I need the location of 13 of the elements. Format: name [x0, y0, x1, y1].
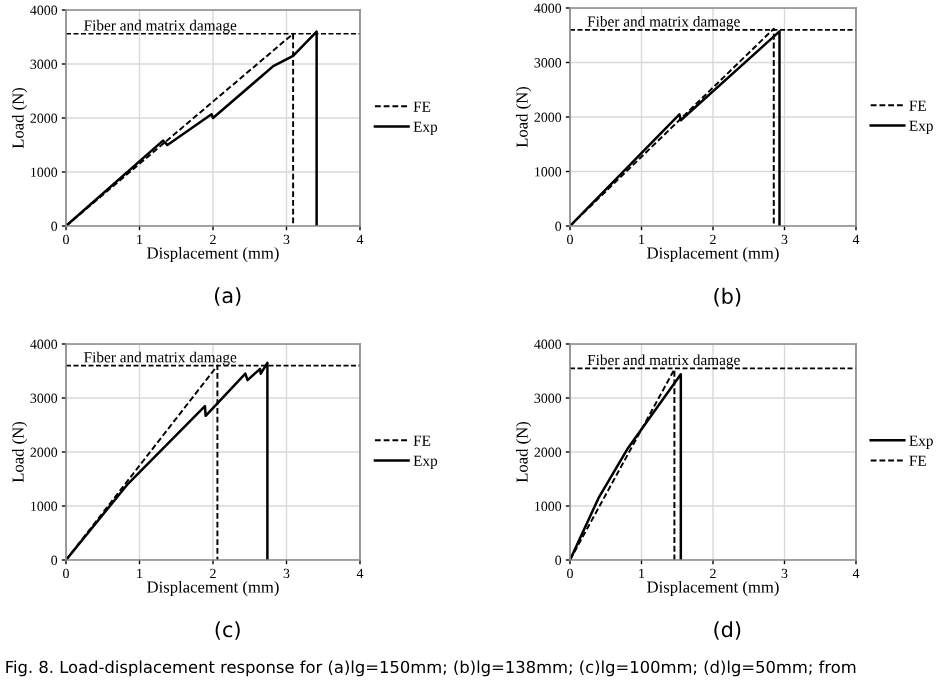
x-axis-title: Displacement (mm): [147, 246, 279, 263]
text: (d): [714, 621, 741, 640]
x-axis-title: Displacement (mm): [147, 580, 279, 597]
y-axis-title: Load (N): [12, 87, 28, 149]
y-axis-title: Load (N): [516, 421, 532, 483]
text: (b): [714, 287, 741, 307]
x-axis-title: Displacement (mm): [647, 580, 779, 597]
text: (a): [214, 287, 241, 306]
y-axis-title: Load (N): [516, 86, 532, 148]
caption: Fig. 8. Load-displacement response for (a)lg=150mm; (b)lg=138mm; (c)lg=100mm; (d)lg=50mm; from: [6, 660, 856, 677]
x-axis-title: Displacement (mm): [647, 246, 779, 263]
y-axis-title: Load (N): [12, 421, 28, 483]
text: (c): [215, 621, 240, 640]
